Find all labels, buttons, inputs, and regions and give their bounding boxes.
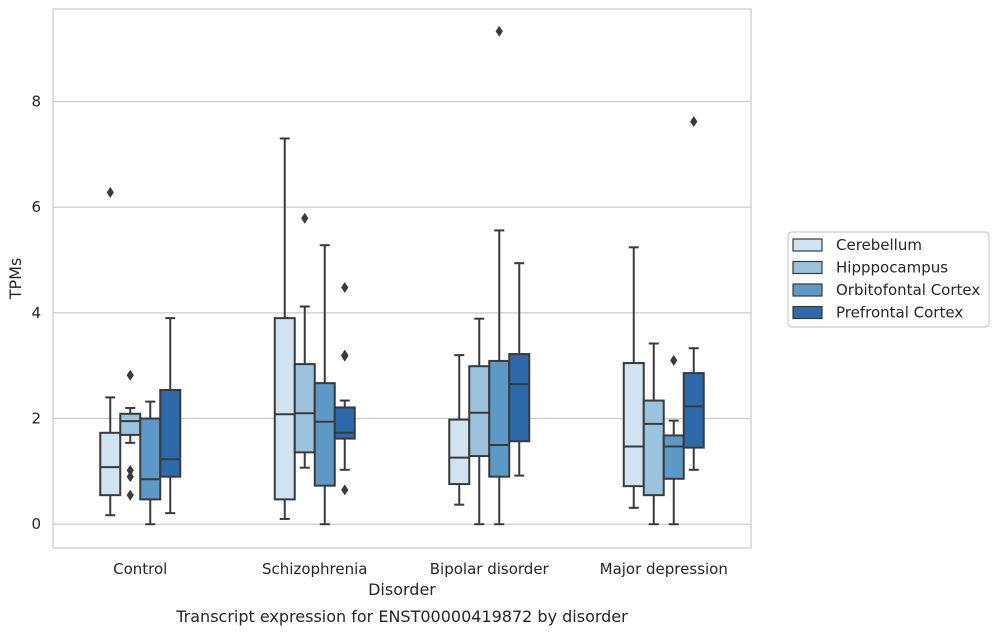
outlier-point [341,484,349,496]
box-iqr [313,382,336,487]
outlier-point [341,281,349,293]
y-axis-ticks: 0 2 4 6 8 [31,92,41,533]
x-tick-label: Control [113,560,167,578]
x-axis-ticks: Control Schizophrenia Bipolar disorder Majo… [113,560,728,578]
outlier-point [301,212,309,224]
box-orbitofontal-cortex [662,354,685,526]
box-iqr [293,363,316,454]
box-iqr [682,372,705,449]
box-prefrontal-cortex [159,317,182,515]
box-hipppocampus [468,317,491,526]
box-iqr [468,365,491,458]
outlier-point [126,471,134,483]
box-iqr [622,362,645,488]
box-plots [99,25,705,526]
outlier-point [341,350,349,362]
box-cerebellum [99,186,122,517]
legend-label: Orbitofontal Cortex [836,281,980,299]
outlier-point [690,116,698,128]
x-tick-label: Bipolar disorder [430,560,550,578]
plot-frame [52,8,752,549]
box-iqr [448,418,471,486]
box-iqr [333,406,356,440]
outlier-point [495,25,503,37]
box-iqr [119,412,142,436]
box-iqr [642,399,665,497]
y-axis-label: TPMs [6,258,25,301]
y-tick-label: 0 [31,515,41,533]
chart-caption: Transcript expression for ENST0000041987… [175,607,628,626]
box-orbitofontal-cortex [488,25,511,526]
x-axis-label: Disorder [368,580,436,599]
box-hipppocampus [119,369,142,501]
outlier-point [670,354,678,366]
legend-label: Hipppocampus [836,259,948,277]
outlier-point [126,369,134,381]
y-tick-label: 8 [31,92,41,110]
box-orbitofontal-cortex [313,244,336,526]
box-prefrontal-cortex [508,262,531,477]
box-iqr [139,417,162,501]
outlier-point [126,464,134,476]
box-prefrontal-cortex [333,281,356,496]
box-iqr [159,388,182,478]
outlier-point [126,489,134,501]
legend-swatch [792,238,823,252]
x-tick-label: Major depression [600,560,728,578]
box-iqr [488,359,511,478]
box-cerebellum [448,354,471,506]
box-prefrontal-cortex [682,116,705,471]
box-iqr [273,317,296,501]
box-hipppocampus [642,342,665,526]
y-tick-label: 2 [31,410,41,428]
legend: Cerebellum Hipppocampus Orbitofontal Corte… [787,231,990,328]
legend-swatch [792,283,823,297]
legend-swatch [792,305,823,320]
box-hipppocampus [293,212,316,469]
legend-frame [787,231,990,328]
box-orbitofontal-cortex [139,400,162,526]
box-iqr [99,431,122,497]
legend-swatch [792,260,823,275]
box-iqr [508,353,531,443]
outlier-point [106,186,114,198]
box-cerebellum [622,246,645,509]
y-tick-label: 4 [31,304,41,322]
box-cerebellum [273,137,296,520]
legend-label: Prefrontal Cortex [836,304,963,322]
legend-label: Cerebellum [836,236,922,254]
x-tick-label: Schizophrenia [262,560,367,578]
box-iqr [662,434,685,480]
y-tick-label: 6 [31,198,41,216]
